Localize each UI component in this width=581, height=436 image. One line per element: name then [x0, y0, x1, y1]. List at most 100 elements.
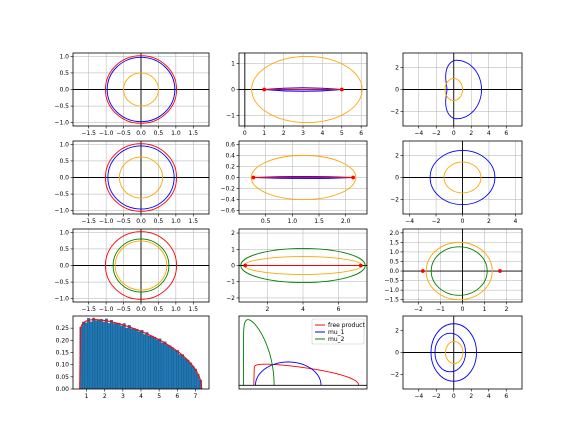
curve-blue: [445, 59, 482, 120]
plot-area: [403, 229, 522, 302]
plot-area: [403, 53, 522, 126]
x-tick-label: 6: [175, 393, 179, 400]
panel-r4c3: −4 −2 0 2 4 6 −2 0 2: [390, 315, 523, 400]
hist-bar: [132, 328, 136, 389]
panel-r3c3: −2 −1 0 1 2 −1.5 −1.0 −0.5 0.0 0.5 1.0 1.5 2.0: [384, 228, 523, 313]
y-tick-label: 2: [395, 327, 399, 334]
point-marker: [358, 263, 363, 268]
x-tick-label: 1.0: [171, 306, 181, 313]
panel-r2c1: −1.5 −1.0 −0.5 0.0 0.5 1.0 1.5−1.0−0.50.00.51.…: [54, 140, 210, 225]
y-tick-label: 0.0: [59, 263, 69, 270]
panel-r2c2: 0.5 1.0 1.5 2.0 −0.6 −0.4 −0.2 0.0 0.2 0.4 0.6: [220, 140, 368, 225]
hist-bar: [82, 321, 85, 389]
y-tick-label: 0.5: [59, 158, 69, 165]
y-tick-label: 0.20: [56, 337, 70, 344]
x-tick-label: 1.5: [189, 218, 199, 225]
x-tick-label: 0.0: [136, 130, 146, 137]
hist-bar: [166, 345, 169, 389]
series-line-free-product: [253, 363, 360, 386]
series-line-mu_1: [254, 361, 322, 386]
y-tick-label: 2.0: [389, 230, 399, 237]
hist-bar: [102, 321, 106, 389]
panel-r2c3: −4 −2 0 2 4 −2 0 2: [390, 140, 523, 225]
plot-area: [73, 141, 209, 214]
legend-label: mu_2: [328, 336, 345, 343]
y-tick-label: 1.0: [389, 249, 399, 256]
hist-bar: [160, 342, 164, 389]
plot-area: [239, 229, 367, 302]
hist-bar: [94, 320, 98, 389]
y-tick-label: 2: [231, 230, 235, 237]
x-tick-label: 2.0: [341, 218, 351, 225]
x-tick-label: 6: [504, 393, 508, 400]
curve-green: [430, 246, 488, 296]
hist-bar: [163, 341, 167, 389]
curve-blue: [434, 332, 467, 373]
curve-orange: [123, 72, 159, 107]
hist-bar: [183, 358, 187, 389]
x-tick-label: 6: [359, 130, 363, 137]
y-tick-label: −2: [390, 109, 399, 116]
hist-bar: [191, 366, 195, 389]
x-tick-label: 2: [469, 130, 473, 137]
x-tick-label: −4: [414, 130, 423, 137]
y-tick-label: 0: [395, 87, 399, 94]
curve-blue: [107, 145, 175, 210]
curve-green: [112, 238, 170, 293]
point-marker: [420, 269, 425, 273]
hist-bar: [138, 331, 141, 389]
y-tick-label: 1.5: [389, 239, 399, 246]
hist-bar: [181, 354, 185, 389]
y-tick-label: 0.4: [225, 152, 235, 159]
hist-bar: [193, 368, 197, 389]
x-tick-label: 0.0: [136, 218, 146, 225]
point-marker: [498, 269, 502, 273]
x-tick-label: 0.5: [154, 306, 164, 313]
plot-area: [239, 319, 367, 386]
plot-area: [403, 316, 522, 389]
point-marker: [339, 87, 344, 92]
x-tick-label: 1.5: [189, 130, 199, 137]
y-tick-label: −1.0: [384, 287, 399, 294]
curve-blue: [106, 56, 176, 123]
x-tick-label: 0: [461, 218, 465, 225]
y-tick-label: 0: [231, 263, 235, 270]
x-tick-label: −2: [414, 306, 423, 313]
y-tick-label: 1: [231, 60, 235, 67]
y-tick-label: −1.0: [54, 296, 69, 303]
hist-bar: [92, 317, 96, 389]
x-tick-label: −2: [432, 393, 441, 400]
y-tick-label: −0.2: [220, 186, 235, 193]
x-tick-label: 1: [85, 393, 89, 400]
x-tick-label: 1.0: [171, 218, 181, 225]
y-tick-label: 0: [395, 175, 399, 182]
x-tick-label: 3: [301, 130, 305, 137]
y-tick-label: −2: [390, 372, 399, 379]
x-tick-label: 4: [487, 393, 491, 400]
y-tick-label: 0.0: [389, 268, 399, 275]
hist-bar: [145, 332, 149, 389]
y-tick-label: 0.25: [56, 325, 70, 332]
axes-frame: [238, 315, 368, 390]
hist-bar: [122, 323, 126, 389]
y-tick-label: 0.0: [225, 175, 235, 182]
panel-r1c2: 0 1 2 3 4 5 6 −1 0 1: [226, 52, 368, 137]
point-marker: [251, 175, 256, 180]
y-tick-label: −1.0: [54, 120, 69, 127]
curve-green: [240, 248, 366, 283]
curve-orange: [444, 77, 463, 102]
plot-area: [73, 229, 209, 302]
panel-r1c1: −1.5 −1.0 −0.5 0.0 0.5 1.0 1.5−1.0−0.50.00.51.…: [54, 52, 210, 137]
x-tick-label: 0: [452, 130, 456, 137]
hist-bar: [89, 321, 93, 389]
x-tick-label: 2: [266, 306, 270, 313]
y-tick-label: −0.6: [220, 208, 235, 215]
panel-r4c1: 1 2 3 4 5 6 7 0.00 0.05 0.10 0.15 0.20 0.25: [56, 315, 210, 400]
point-marker: [243, 263, 248, 268]
y-tick-label: 0.6: [225, 141, 235, 148]
curve-red: [104, 231, 178, 300]
y-tick-label: 0: [395, 350, 399, 357]
curve-orange: [444, 340, 464, 365]
x-tick-label: 2: [282, 130, 286, 137]
